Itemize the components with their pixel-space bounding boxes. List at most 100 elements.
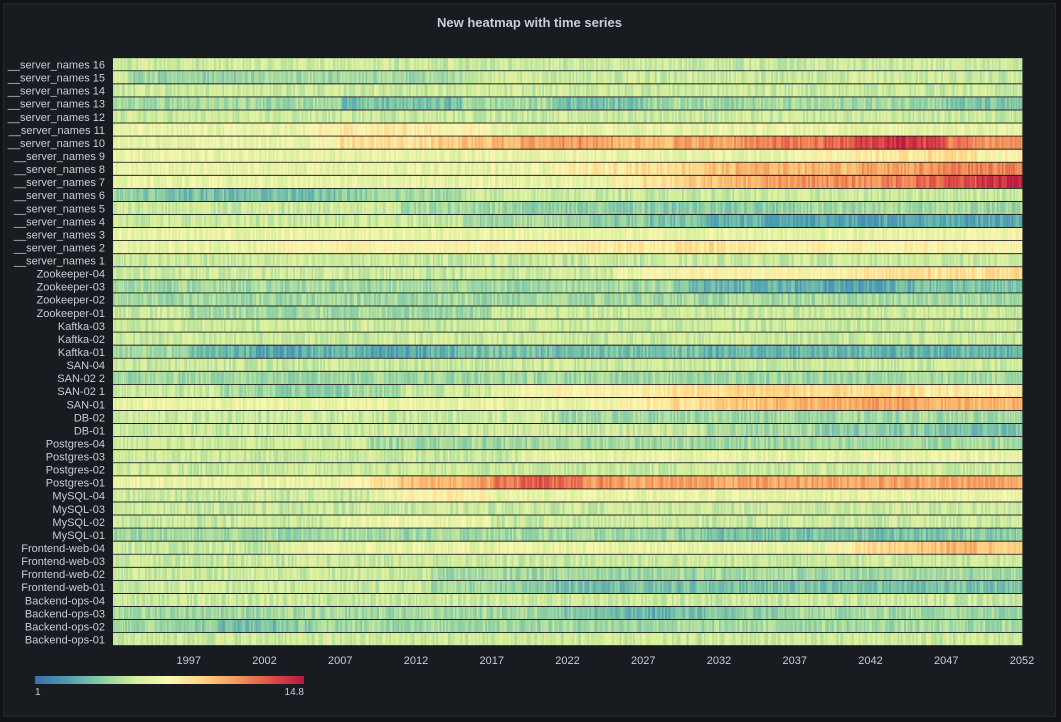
heatmap-cell [471, 58, 474, 71]
heatmap-cell [166, 97, 169, 110]
heatmap-cell [370, 71, 373, 84]
heatmap-row[interactable] [113, 71, 1023, 84]
heatmap-cell [281, 84, 284, 97]
heatmap-cell [616, 71, 619, 84]
heatmap-cell [801, 71, 804, 84]
heatmap-cell [586, 110, 589, 123]
heatmap-cell [175, 110, 178, 123]
heatmap-cell [183, 110, 186, 123]
heatmap-cell [1005, 84, 1008, 97]
heatmap-cell [772, 110, 775, 123]
heatmap-row[interactable] [113, 136, 1023, 149]
heatmap-cell [692, 110, 695, 123]
heatmap-cell [222, 58, 225, 71]
heatmap-cell [306, 84, 309, 97]
heatmap-cell [432, 110, 435, 123]
heatmap-cell [331, 110, 334, 123]
heatmap-cell [488, 110, 491, 123]
heatmap-cell [148, 110, 151, 123]
heatmap-cell [378, 97, 382, 110]
heatmap-cell [133, 71, 136, 84]
heatmap-row[interactable] [113, 162, 1023, 175]
heatmap-cell [934, 58, 937, 71]
heatmap-cell [303, 110, 306, 123]
heatmap-cell [456, 110, 459, 123]
heatmap-cell [309, 97, 313, 110]
heatmap-cell [160, 71, 163, 84]
heatmap-cell [350, 84, 353, 97]
heatmap-cell [306, 71, 309, 84]
heatmap-cell [380, 97, 383, 110]
heatmap-row[interactable] [113, 84, 1023, 97]
heatmap-cell [570, 71, 573, 84]
heatmap-cell [272, 71, 275, 84]
heatmap-cell [601, 97, 604, 110]
heatmap-cell [612, 58, 616, 71]
heatmap-row[interactable] [113, 123, 1023, 136]
heatmap-cell [811, 71, 814, 84]
heatmap-cell [533, 110, 536, 123]
heatmap-cell [777, 71, 780, 84]
heatmap-cell [382, 97, 385, 110]
heatmap-cell [666, 84, 669, 97]
heatmap-cell [175, 58, 178, 71]
heatmap-cell [880, 97, 883, 110]
heatmap-cell [340, 97, 343, 110]
heatmap-cell [256, 97, 259, 110]
heatmap-cell [377, 58, 380, 71]
heatmap-cell [692, 58, 695, 71]
heatmap-cell [927, 110, 930, 123]
heatmap-cell [708, 58, 711, 71]
heatmap-cell [303, 58, 306, 71]
heatmap-row[interactable] [113, 97, 1023, 110]
heatmap-cell [505, 84, 508, 97]
heatmap-cell [1012, 58, 1014, 71]
heatmap-cell [964, 84, 967, 97]
heatmap-cell [125, 110, 127, 123]
heatmap-cell [274, 58, 277, 71]
heatmap-cell [345, 97, 348, 110]
heatmap-cell [917, 71, 920, 84]
heatmap-cell [326, 84, 329, 97]
heatmap-cell [830, 71, 833, 84]
heatmap-cell [665, 84, 668, 97]
heatmap-cell [572, 84, 575, 97]
heatmap-row[interactable] [113, 110, 1023, 123]
heatmap-cell [336, 58, 339, 71]
heatmap-cell [624, 97, 627, 110]
heatmap-cell [286, 58, 289, 71]
heatmap-cell [944, 97, 947, 110]
heatmap-cell [781, 110, 784, 123]
heatmap-cell [161, 71, 164, 84]
heatmap-cell [124, 84, 127, 97]
heatmap-cell [973, 97, 976, 110]
heatmap-cell [905, 71, 908, 84]
heatmap-row[interactable] [113, 149, 1023, 162]
heatmap-cell [432, 71, 435, 84]
heatmap-cell [799, 71, 802, 84]
heatmap-cell [540, 97, 543, 110]
heatmap-cell [252, 97, 255, 110]
heatmap-cell [905, 97, 908, 110]
heatmap-cell [557, 58, 560, 71]
heatmap-cell [483, 84, 486, 97]
heatmap-cell [788, 97, 791, 110]
heatmap-cell [208, 84, 212, 97]
heatmap-cell [698, 84, 701, 97]
heatmap-cell [890, 84, 893, 97]
heatmap-cell [552, 84, 555, 97]
heatmap-cell [562, 58, 565, 71]
heatmap-cell [675, 84, 678, 97]
heatmap-cell [788, 84, 791, 97]
heatmap-cell [1019, 84, 1021, 97]
heatmap-cell [796, 58, 799, 71]
heatmap-cell [464, 84, 467, 97]
heatmap-cell [589, 71, 592, 84]
heatmap-cell [426, 97, 429, 110]
heatmap-cell [836, 58, 839, 71]
heatmap-cell [461, 110, 464, 123]
heatmap-cell [266, 110, 269, 123]
heatmap-cell [294, 71, 297, 84]
heatmap-row[interactable] [113, 58, 1023, 71]
